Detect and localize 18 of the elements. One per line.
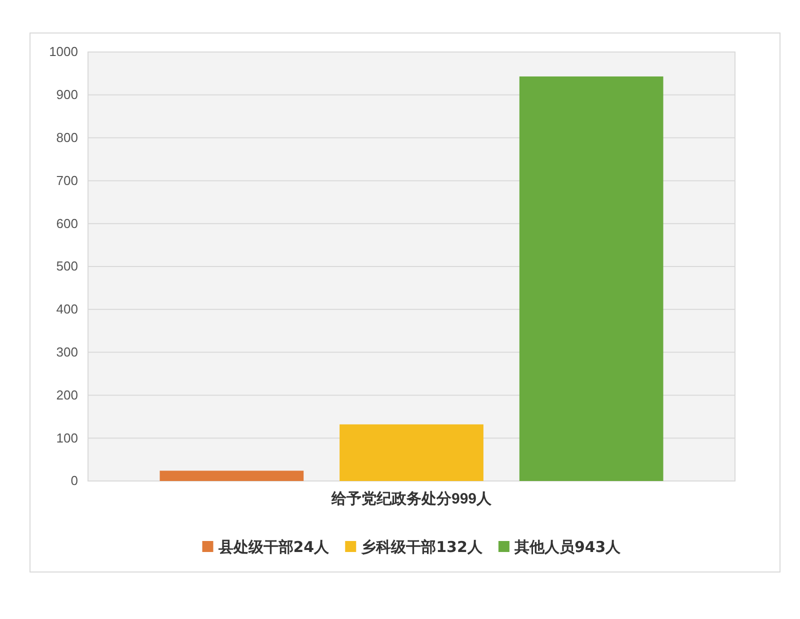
y-tick-label: 400 <box>56 302 78 317</box>
y-tick-label: 100 <box>56 430 78 446</box>
y-tick-label: 300 <box>56 344 78 360</box>
bar <box>160 470 304 481</box>
bar <box>519 76 664 481</box>
y-tick-label: 600 <box>56 216 78 231</box>
legend-label: 县处级干部24人 <box>217 538 330 556</box>
bar <box>340 424 484 481</box>
y-tick-label: 0 <box>70 473 78 488</box>
y-tick-label: 500 <box>56 258 78 274</box>
legend-label: 其他人员943人 <box>513 538 622 556</box>
legend-label: 乡科级干部132人 <box>361 538 484 556</box>
y-tick-label: 1000 <box>49 44 78 60</box>
y-tick-label: 900 <box>56 87 78 102</box>
y-tick-label: 800 <box>56 130 78 145</box>
y-tick-label: 700 <box>56 172 78 188</box>
y-tick-label: 200 <box>56 387 78 402</box>
x-tick-label: 给予党纪政务处分999人 <box>330 490 493 508</box>
